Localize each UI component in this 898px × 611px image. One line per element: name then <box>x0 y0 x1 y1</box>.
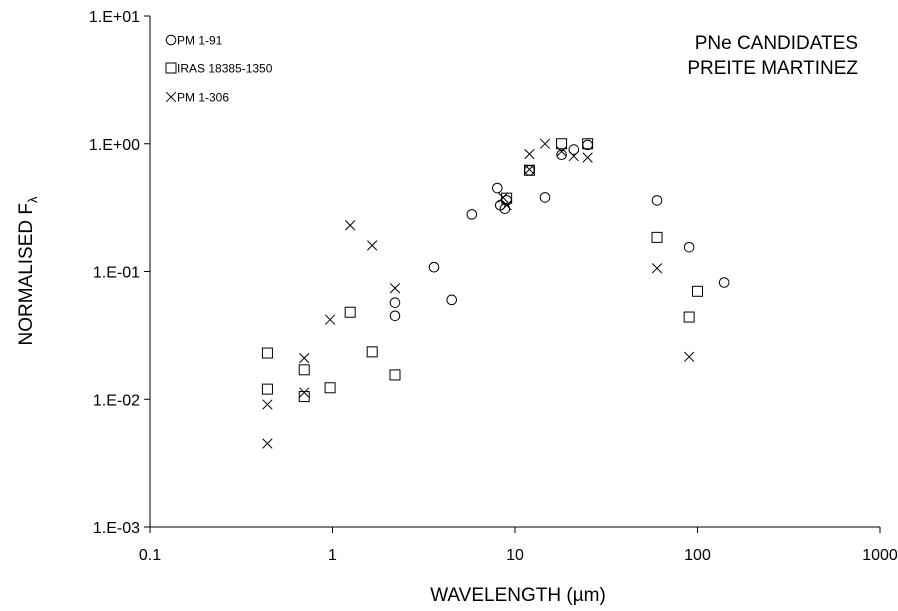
data-point-square <box>582 138 594 150</box>
data-point-circle <box>556 149 567 161</box>
data-point-cross <box>524 148 535 160</box>
data-point-cross <box>582 152 593 163</box>
x-axis-title: WAVELENGTH (µm) <box>430 585 606 606</box>
data-point-cross <box>324 314 336 325</box>
data-point-square <box>692 285 703 297</box>
data-point-circle <box>466 209 478 220</box>
series-circle <box>389 139 730 322</box>
data-point-cross <box>367 240 378 251</box>
annotation-line-1: PNe CANDIDATES <box>695 33 858 54</box>
data-point-cross <box>262 399 273 410</box>
y-tick-label: 1.E-03 <box>93 520 140 537</box>
data-point-square <box>261 347 273 359</box>
y-axis-title: NORMALISED Fλ <box>16 196 40 346</box>
y-axis-title-main: NORMALISED F <box>16 203 37 346</box>
data-point-square <box>389 369 401 381</box>
legend-marker-square <box>165 62 177 74</box>
legend-label: PM 1-91 <box>177 34 223 48</box>
data-point-circle <box>389 310 401 322</box>
data-point-circle <box>428 261 440 273</box>
series-cross <box>262 138 695 449</box>
y-ticks: 1.E-03 1.E-02 1.E-01 1.E+00 1.E+01 <box>89 9 150 537</box>
legend-label: IRAS 18385-1350 <box>177 62 273 76</box>
legend: PM 1-91 IRAS 18385-1350 PM 1-306 <box>165 34 273 105</box>
x-tick-label: 1000 <box>862 547 898 564</box>
data-point-square <box>344 306 356 318</box>
data-point-circle <box>539 192 551 203</box>
data-point-circle <box>446 294 458 306</box>
data-point-circle <box>718 277 730 288</box>
data-point-cross <box>556 146 567 157</box>
y-tick-label: 1.E+01 <box>89 9 140 26</box>
annotation: PNe CANDIDATES PREITE MARTINEZ <box>687 33 858 79</box>
data-point-square <box>261 383 273 395</box>
data-point-cross <box>683 351 695 362</box>
x-tick-label: 0.1 <box>139 547 161 564</box>
data-point-square <box>683 311 695 323</box>
data-point-square <box>324 382 336 394</box>
y-tick-label: 1.E-01 <box>93 265 140 282</box>
data-point-square <box>366 346 378 358</box>
data-point-cross <box>651 263 663 274</box>
annotation-line-2: PREITE MARTINEZ <box>687 58 858 79</box>
data-point-circle <box>651 195 663 206</box>
y-tick-label: 1.E-02 <box>93 392 140 409</box>
legend-label: PM 1-306 <box>177 91 229 105</box>
data-point-cross <box>262 438 273 449</box>
data-point-circle <box>568 144 580 155</box>
data-markers <box>261 138 730 449</box>
data-point-square <box>556 138 568 150</box>
y-tick-label: 1.E+00 <box>89 137 140 154</box>
data-point-square <box>523 164 535 176</box>
series-square <box>261 138 703 403</box>
data-point-square <box>651 231 663 243</box>
data-point-circle <box>524 164 535 176</box>
data-point-cross <box>299 387 310 398</box>
data-point-circle <box>582 139 593 151</box>
data-point-cross <box>568 150 579 162</box>
data-point-cross <box>389 283 401 294</box>
x-tick-label: 1 <box>328 547 337 564</box>
legend-marker-circle <box>165 34 177 46</box>
data-point-cross <box>501 200 512 211</box>
data-point-square <box>298 391 310 403</box>
x-tick-label: 10 <box>506 547 524 564</box>
legend-marker-cross <box>165 91 177 103</box>
plot-area <box>149 16 880 528</box>
data-point-circle <box>683 241 695 253</box>
data-point-cross <box>299 352 310 364</box>
x-tick-label: 100 <box>684 547 711 564</box>
data-point-cross <box>539 138 551 149</box>
data-point-cross <box>524 164 535 175</box>
x-ticks: 0.1 1 10 100 1000 <box>139 527 898 564</box>
data-point-circle <box>389 297 401 308</box>
data-point-circle <box>492 182 503 194</box>
data-point-square <box>298 364 310 376</box>
data-point-cross <box>497 192 509 203</box>
y-axis-title-subscript: λ <box>25 196 40 203</box>
data-point-cross <box>345 220 356 231</box>
